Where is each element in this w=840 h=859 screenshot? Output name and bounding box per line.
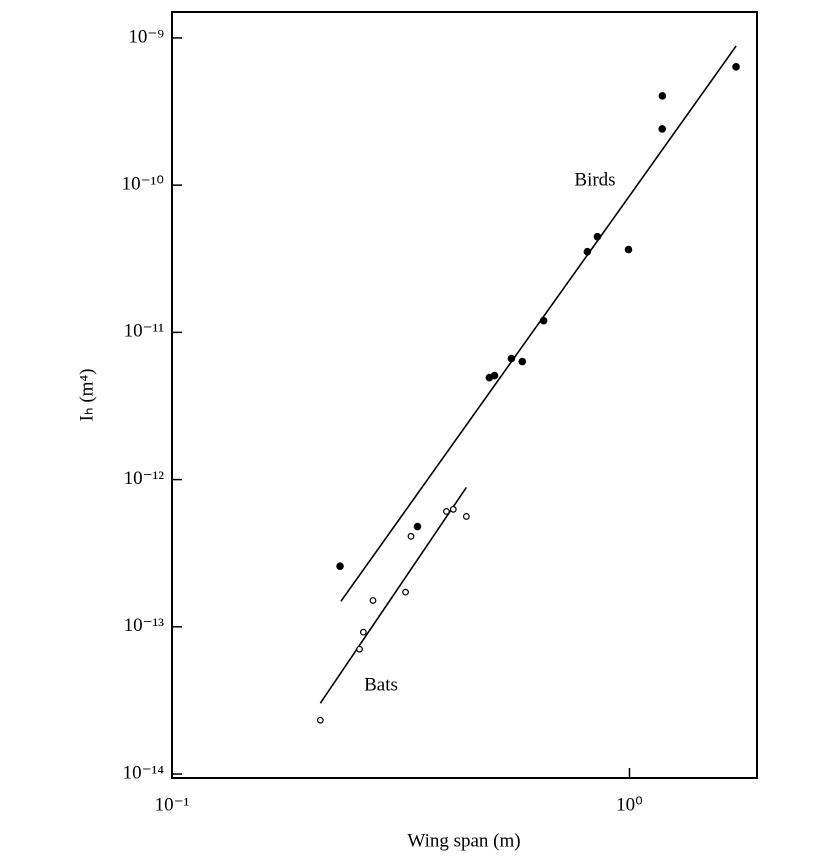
y-tick-label: 10⁻¹⁰	[122, 174, 164, 195]
data-point	[624, 245, 633, 254]
data-point	[449, 505, 457, 513]
plot-frame	[171, 11, 758, 779]
data-point	[356, 645, 363, 653]
data-point	[359, 628, 367, 636]
series-label: Birds	[574, 169, 615, 190]
data-point	[518, 357, 527, 366]
x-tick-label: 10⁻¹	[155, 794, 190, 815]
series-label: Bats	[364, 674, 398, 695]
data-point	[462, 513, 470, 520]
data-point	[407, 532, 415, 540]
y-tick-label: 10⁻¹⁴	[123, 762, 165, 783]
data-point	[336, 562, 344, 571]
data-point	[507, 354, 516, 363]
data-point	[413, 522, 422, 531]
x-tick-label: 10⁰	[616, 794, 643, 815]
fit-line	[319, 486, 468, 704]
x-axis-label: Wing span (m)	[407, 830, 520, 851]
y-tick-label: 10⁻¹³	[124, 615, 165, 636]
data-point	[402, 588, 409, 596]
fit-line	[340, 45, 737, 602]
data-point	[583, 247, 592, 256]
data-point	[490, 371, 499, 380]
data-point	[369, 597, 377, 604]
y-tick-label: 10⁻¹¹	[124, 321, 165, 342]
data-point	[443, 508, 450, 515]
data-point	[658, 92, 667, 100]
y-tick-label: 10⁻⁹	[128, 26, 164, 47]
y-tick-label: 10⁻¹²	[124, 468, 165, 489]
data-point	[732, 63, 740, 71]
data-point	[593, 232, 602, 241]
data-point	[658, 125, 666, 133]
data-point	[316, 716, 324, 724]
data-point	[539, 316, 548, 325]
y-axis-label: Iₕ (m⁴)	[76, 369, 97, 422]
